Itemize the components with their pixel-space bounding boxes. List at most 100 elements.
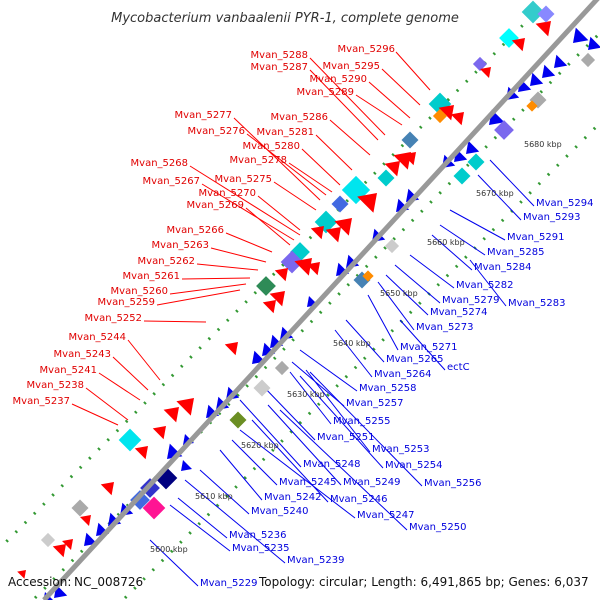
gene-label[interactable]: Mvan_5252 <box>85 313 142 324</box>
gene-feature-box[interactable] <box>130 490 150 510</box>
reverse-gene-arrow[interactable] <box>573 27 589 43</box>
gene-feature-box[interactable] <box>40 532 56 548</box>
gene-label[interactable]: Mvan_5254 <box>385 460 442 471</box>
gene-label[interactable]: Mvan_5243 <box>54 349 111 360</box>
forward-gene-arrow[interactable] <box>306 262 320 276</box>
gene-feature-box[interactable] <box>537 5 555 23</box>
forward-gene-arrow[interactable] <box>52 544 66 558</box>
gene-label[interactable]: Mvan_5245 <box>279 477 336 488</box>
gene-label[interactable]: Mvan_5275 <box>215 174 272 185</box>
gene-feature-box[interactable] <box>274 360 290 376</box>
reverse-gene-arrow[interactable] <box>530 72 544 86</box>
forward-gene-arrow[interactable] <box>262 300 276 314</box>
reverse-gene-arrow[interactable] <box>588 36 600 50</box>
gene-label[interactable]: Mvan_5246 <box>330 494 387 505</box>
gene-label[interactable]: Mvan_5236 <box>229 530 286 541</box>
forward-gene-arrow[interactable] <box>450 112 464 126</box>
gene-label[interactable]: Mvan_5266 <box>167 225 224 236</box>
gene-label[interactable]: Mvan_5240 <box>251 506 308 517</box>
forward-gene-arrow[interactable] <box>17 570 26 579</box>
gene-label[interactable]: Mvan_5265 <box>386 354 443 365</box>
gene-label[interactable]: Mvan_5267 <box>143 176 200 187</box>
gene-label[interactable]: Mvan_5285 <box>487 247 544 258</box>
gene-label[interactable]: Mvan_5256 <box>424 478 481 489</box>
gene-label[interactable]: Mvan_5276 <box>188 126 245 137</box>
forward-gene-arrow[interactable] <box>325 227 341 243</box>
gene-label[interactable]: Mvan_5251 <box>317 432 374 443</box>
forward-gene-arrow[interactable] <box>535 21 551 37</box>
gene-feature-box[interactable] <box>499 28 519 48</box>
gene-label[interactable]: Mvan_5261 <box>123 271 180 282</box>
gene-label[interactable]: Mvan_5279 <box>442 295 499 306</box>
forward-gene-arrow[interactable] <box>62 539 73 550</box>
gene-label[interactable]: Mvan_5237 <box>13 396 70 407</box>
gene-feature-box[interactable] <box>377 169 395 187</box>
gene-label[interactable]: Mvan_5271 <box>400 342 457 353</box>
gene-label[interactable]: Mvan_5287 <box>251 62 308 73</box>
forward-gene-arrow[interactable] <box>163 407 179 423</box>
gene-label[interactable]: Mvan_5269 <box>187 200 244 211</box>
gene-label[interactable]: Mvan_5258 <box>359 383 416 394</box>
gene-label[interactable]: Mvan_5250 <box>409 522 466 533</box>
gene-label[interactable]: Mvan_5239 <box>287 555 344 566</box>
gene-label[interactable]: Mvan_5242 <box>264 492 321 503</box>
gene-label[interactable]: Mvan_5281 <box>257 127 314 138</box>
gene-label[interactable]: Mvan_5238 <box>27 380 84 391</box>
gene-label[interactable]: Mvan_5294 <box>536 198 593 209</box>
reverse-gene-arrow[interactable] <box>466 140 480 154</box>
gene-label[interactable]: Mvan_5278 <box>230 155 287 166</box>
gene-label[interactable]: Mvan_5229 <box>200 578 257 589</box>
gene-feature-box[interactable] <box>362 270 374 282</box>
gene-label[interactable]: Mvan_5235 <box>232 543 289 554</box>
gene-feature-box[interactable] <box>331 195 349 213</box>
gene-label[interactable]: Mvan_5241 <box>40 365 97 376</box>
gene-label[interactable]: Mvan_5280 <box>243 141 300 152</box>
forward-gene-arrow[interactable] <box>176 398 194 416</box>
gene-label[interactable]: Mvan_5295 <box>323 61 380 72</box>
reverse-gene-arrow[interactable] <box>554 54 568 68</box>
gene-label[interactable]: Mvan_5284 <box>474 262 531 273</box>
gene-feature-box[interactable] <box>71 499 89 517</box>
forward-gene-arrow[interactable] <box>100 482 114 496</box>
gene-label[interactable]: Mvan_5255 <box>333 416 390 427</box>
gene-label[interactable]: Mvan_5288 <box>251 50 308 61</box>
forward-gene-arrow[interactable] <box>224 342 238 356</box>
gene-label[interactable]: Mvan_5257 <box>346 398 403 409</box>
gene-label[interactable]: Mvan_5286 <box>271 112 328 123</box>
gene-feature-box[interactable] <box>472 56 488 72</box>
forward-gene-arrow[interactable] <box>511 38 525 52</box>
gene-feature-box[interactable] <box>401 131 419 149</box>
gene-feature-box[interactable] <box>580 52 596 68</box>
gene-label[interactable]: Mvan_5259 <box>98 297 155 308</box>
gene-label[interactable]: Mvan_5291 <box>507 232 564 243</box>
gene-label[interactable]: Mvan_5253 <box>372 444 429 455</box>
forward-gene-arrow[interactable] <box>480 67 491 78</box>
gene-label[interactable]: Mvan_5247 <box>357 510 414 521</box>
reverse-gene-arrow[interactable] <box>542 64 556 78</box>
forward-gene-arrow[interactable] <box>274 268 288 282</box>
gene-feature-box[interactable] <box>432 108 448 124</box>
forward-gene-arrow[interactable] <box>384 161 400 177</box>
forward-gene-arrow[interactable] <box>310 226 324 240</box>
gene-label[interactable]: Mvan_5268 <box>131 158 188 169</box>
gene-feature-box[interactable] <box>467 153 485 171</box>
forward-gene-arrow[interactable] <box>294 258 312 276</box>
gene-label[interactable]: Mvan_5273 <box>416 322 473 333</box>
gene-label[interactable]: ectC <box>447 362 470 373</box>
gene-label[interactable]: Mvan_5244 <box>69 332 126 343</box>
forward-gene-arrow[interactable] <box>152 426 166 440</box>
gene-label[interactable]: Mvan_5270 <box>199 188 256 199</box>
forward-gene-arrow[interactable] <box>134 446 148 460</box>
gene-label[interactable]: Mvan_5262 <box>138 256 195 267</box>
gene-feature-box[interactable] <box>256 276 276 296</box>
gene-label[interactable]: Mvan_5274 <box>430 307 487 318</box>
gene-label[interactable]: Mvan_5277 <box>175 110 232 121</box>
gene-label[interactable]: Mvan_5296 <box>338 44 395 55</box>
gene-label[interactable]: Mvan_5264 <box>374 369 431 380</box>
gene-feature-box[interactable] <box>494 120 514 140</box>
reverse-gene-arrow[interactable] <box>181 460 192 471</box>
gene-feature-box[interactable] <box>384 238 400 254</box>
gene-label[interactable]: Mvan_5249 <box>343 477 400 488</box>
gene-feature-box[interactable] <box>253 379 271 397</box>
gene-feature-box[interactable] <box>453 167 471 185</box>
